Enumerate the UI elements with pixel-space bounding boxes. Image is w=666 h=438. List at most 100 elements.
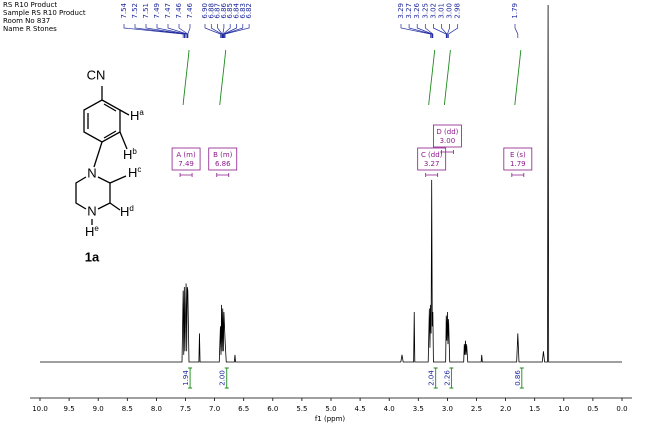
peak-label: 6.84 — [233, 2, 241, 18]
multiplet-box — [417, 147, 447, 171]
peak-label: 7.46 — [175, 2, 183, 18]
h-label: Hb — [123, 147, 137, 162]
x-tick-label: 3.0 — [442, 405, 453, 413]
peak-leader — [223, 24, 237, 38]
peak-leader — [134, 24, 185, 38]
integral-value: 2.04 — [428, 370, 436, 386]
structure: CN N N Ha Hb Hc Hd He 1a — [75, 67, 144, 264]
multiplet-range — [425, 173, 439, 177]
bond — [103, 103, 117, 112]
peak-label: 7.49 — [153, 3, 161, 19]
bond — [103, 130, 117, 139]
substituent: CN — [87, 67, 106, 82]
bond — [119, 109, 130, 116]
peak-leader — [448, 24, 459, 38]
x-tick-label: 8.0 — [151, 405, 162, 413]
multiplet-box — [503, 147, 533, 171]
bond — [93, 141, 103, 168]
multiplet-label: D (dd) — [436, 128, 458, 136]
atom: N — [87, 203, 96, 218]
x-tick-label: 9.5 — [64, 405, 75, 413]
peak-leader — [424, 24, 434, 38]
x-tick-label: 4.5 — [355, 405, 366, 413]
peak-leader — [187, 24, 191, 38]
peak-label: 6.88 — [207, 3, 215, 19]
peak-leader — [156, 24, 187, 38]
peak-label: 3.29 — [397, 3, 405, 19]
x-tick-label: 0.5 — [587, 405, 598, 413]
peak-label: 7.52 — [131, 3, 139, 19]
peak-leader — [514, 24, 519, 38]
peak-label: 7.47 — [164, 3, 172, 19]
multiplet-box — [208, 147, 238, 171]
x-tick-label: 9.0 — [93, 405, 104, 413]
peak-label: 7.54 — [120, 2, 128, 18]
peak-label: 1.79 — [511, 3, 519, 19]
x-tick-label: 3.5 — [413, 405, 424, 413]
x-tick-label: 0.0 — [616, 405, 627, 413]
h-label: Hc — [128, 165, 141, 180]
multiplet-shift: 3.00 — [440, 137, 456, 145]
multiplet-shift: 6.86 — [215, 160, 231, 168]
integral-curve — [182, 49, 190, 106]
x-tick-label: 4.0 — [384, 405, 395, 413]
x-axis-label: f1 (ppm) — [315, 415, 346, 423]
x-tick-label: 7.5 — [180, 405, 191, 413]
integral-value: 0.86 — [514, 370, 522, 386]
peak-label: 7.46 — [186, 2, 194, 18]
h-label: He — [85, 224, 99, 239]
peak-label: 6.90 — [201, 3, 209, 19]
peak-leader — [210, 24, 222, 38]
integral-curve — [219, 49, 227, 106]
x-tick-label: 6.0 — [267, 405, 278, 413]
peak-leader — [167, 24, 188, 38]
multiplet-label: B (m) — [213, 151, 233, 159]
peak-label: 7.51 — [142, 3, 150, 19]
x-tick-label: 1.5 — [529, 405, 540, 413]
bond — [119, 131, 128, 150]
peak-leader — [224, 24, 244, 38]
peak-leader — [408, 24, 433, 38]
integral-bar — [224, 367, 229, 389]
piperazine-ring — [97, 176, 111, 210]
x-tick-label: 5.0 — [325, 405, 336, 413]
peak-label: 6.82 — [245, 3, 253, 19]
header-line: Name R Stones — [3, 25, 57, 33]
peak-leader — [217, 24, 223, 38]
multiplet-box — [171, 147, 201, 171]
peak-label: 3.01 — [438, 3, 446, 19]
integral-value: 1.94 — [182, 370, 190, 386]
bond — [109, 175, 127, 184]
x-tick-label: 5.5 — [296, 405, 307, 413]
piperazine-ring — [75, 176, 87, 210]
peak-leader — [447, 24, 450, 38]
x-tick-label: 10.0 — [32, 405, 48, 413]
benzene-ring — [83, 99, 121, 143]
x-tick-label: 1.0 — [558, 405, 569, 413]
peak-label: 6.87 — [214, 3, 222, 19]
peak-leader — [441, 24, 448, 38]
multiplet-range — [179, 173, 193, 177]
peak-label: 6.86 — [220, 2, 228, 18]
peak-leader — [400, 24, 431, 38]
integral-bar — [433, 367, 438, 389]
multiplet-box — [432, 124, 462, 148]
peak-label: 2.98 — [454, 3, 462, 19]
multiplet-shift: 3.27 — [424, 160, 440, 168]
header-line: Room No 837 — [3, 17, 50, 25]
bond — [109, 202, 121, 211]
x-tick-label: 8.5 — [122, 405, 133, 413]
peak-leader — [222, 24, 231, 38]
peak-leader — [224, 24, 250, 38]
multiplet-label: E (s) — [510, 151, 526, 159]
header-line: Sample RS R10 Product — [3, 9, 86, 17]
peak-leader — [204, 24, 221, 38]
integral-bar — [449, 367, 454, 389]
peak-leader — [145, 24, 186, 38]
integral-curve — [514, 49, 522, 106]
peak-label: 3.27 — [405, 3, 413, 19]
x-tick-label: 2.5 — [471, 405, 482, 413]
multiplet-shift: 1.79 — [510, 160, 526, 168]
multiplet-range — [511, 173, 525, 177]
